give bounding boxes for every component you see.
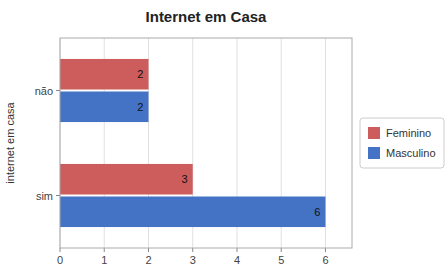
bar	[60, 59, 148, 90]
data-label: 3	[182, 173, 188, 185]
legend-swatch	[368, 127, 380, 139]
x-tick	[148, 248, 149, 252]
chart-svg: Internet em Casainternet em casa01234563…	[0, 0, 448, 278]
data-labels: 3 6 2 2	[137, 68, 320, 218]
bars	[60, 59, 325, 227]
x-tick	[281, 248, 282, 252]
bar	[60, 197, 325, 228]
x-tick	[192, 248, 193, 252]
legend: Feminino Masculino	[360, 118, 444, 168]
data-label: 6	[314, 206, 320, 218]
plot-frame	[60, 38, 352, 248]
x-tick	[325, 248, 326, 252]
y-tick	[56, 90, 60, 91]
grid	[60, 38, 325, 248]
x-tick-label: 0	[57, 254, 63, 266]
x-tick-label: 4	[234, 254, 240, 266]
x-tick-label: 2	[145, 254, 151, 266]
chart-container: Internet em Casainternet em casa01234563…	[0, 0, 448, 278]
x-tick-label: 5	[278, 254, 284, 266]
chart-title: Internet em Casa	[146, 8, 268, 25]
bar	[60, 92, 148, 123]
y-tick	[56, 195, 60, 196]
y-tick-label: sim	[36, 190, 53, 202]
y-axis-label: internet em casa	[4, 101, 16, 183]
x-tick-label: 3	[190, 254, 196, 266]
legend-swatch	[368, 147, 380, 159]
y-tick-label: não	[35, 85, 53, 97]
x-tick	[236, 248, 237, 252]
x-tick	[60, 248, 61, 252]
data-label: 2	[137, 68, 143, 80]
x-tick-label: 6	[322, 254, 328, 266]
x-tick	[104, 248, 105, 252]
legend-label: Feminino	[386, 127, 431, 139]
x-tick-label: 1	[101, 254, 107, 266]
legend-box	[360, 118, 444, 168]
data-label: 2	[137, 101, 143, 113]
legend-label: Masculino	[386, 147, 436, 159]
bar	[60, 164, 193, 195]
